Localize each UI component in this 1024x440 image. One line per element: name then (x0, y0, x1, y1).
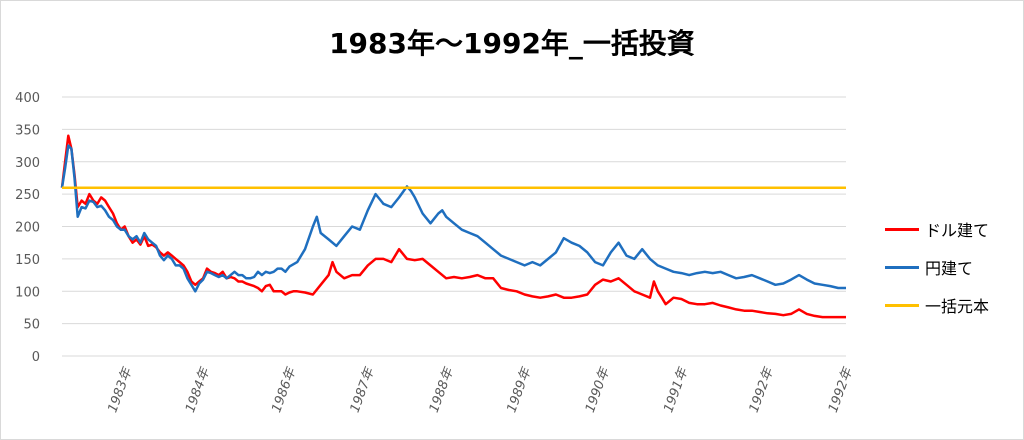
x-tick-label: 1988年 (427, 364, 458, 414)
y-tick-label: 300 (15, 156, 40, 171)
legend-item-principal: 一括元本 (885, 286, 1020, 324)
chart-title: 1983年～1992年_一括投資 (329, 27, 695, 60)
y-tick-label: 250 (15, 188, 40, 203)
legend-label-principal: 一括元本 (925, 297, 990, 316)
legend-label-dollar: ドル建て (925, 221, 990, 240)
legend-item-yen: 円建て (885, 248, 1020, 286)
x-tick-label: 1990年 (583, 364, 614, 414)
x-tick-label: 1983年 (105, 364, 136, 414)
y-axis-tick-labels: 0 50 100 150 200 250 300 350 400 (15, 91, 40, 365)
x-tick-label: 1984年 (183, 364, 214, 414)
y-tick-label: 0 (32, 350, 40, 365)
y-tick-label: 50 (23, 318, 40, 333)
y-tick-label: 150 (15, 253, 40, 268)
x-tick-label: 1986年 (269, 364, 300, 414)
y-tick-label: 350 (15, 123, 40, 138)
y-tick-label: 100 (15, 285, 40, 300)
x-tick-label: 1989年 (504, 364, 535, 414)
x-tick-label: 1992年 (747, 364, 778, 414)
legend: ドル建て 円建て 一括元本 (885, 210, 1020, 324)
legend-swatch-yen (885, 265, 919, 269)
series-lines (60, 134, 846, 319)
x-tick-label: 1992年 (826, 364, 857, 414)
x-axis-tick-labels: 1983年 1984年 1986年 1987年 1988年 1989年 1990年 1991年… (105, 364, 856, 414)
legend-swatch-dollar (885, 227, 919, 231)
legend-swatch-principal (885, 303, 919, 307)
y-tick-label: 400 (15, 91, 40, 106)
series-line-yen (60, 144, 846, 293)
gridlines (62, 96, 846, 357)
x-tick-label: 1991年 (661, 364, 692, 414)
series-line-dollar (60, 134, 846, 319)
legend-label-yen: 円建て (925, 259, 974, 278)
y-tick-label: 200 (15, 221, 40, 236)
legend-item-dollar: ドル建て (885, 210, 1020, 248)
x-tick-label: 1987年 (348, 364, 379, 414)
